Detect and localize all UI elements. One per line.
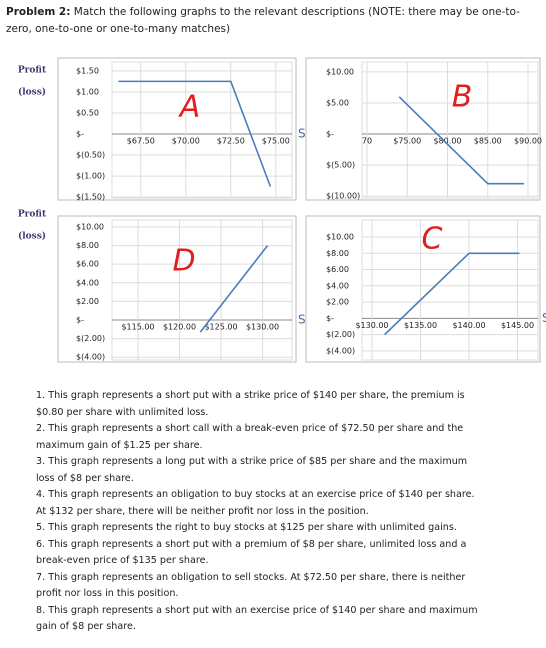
- y-tick-label: $(2.00): [76, 334, 105, 343]
- y-tick-label: $(4.00): [326, 346, 355, 355]
- x-axis-label: S: [298, 313, 306, 327]
- x-tick-label: $135.00: [404, 321, 437, 330]
- y-tick-label: $(1.50): [76, 193, 105, 202]
- y-tick-label: $1.50: [76, 66, 99, 75]
- y-tick-label: $6.00: [326, 265, 349, 274]
- x-tick-label: $115.00: [121, 323, 154, 332]
- y-axis-label: (loss): [18, 87, 46, 98]
- y-tick-label: $2.00: [326, 298, 349, 307]
- y-tick-label: $6.00: [76, 260, 99, 269]
- payoff-line: [398, 96, 524, 185]
- statement: 8. This graph represents a short put wit…: [36, 604, 478, 633]
- x-tick-label: $145.00: [501, 321, 534, 330]
- letter: D: [172, 244, 195, 279]
- statement: 1. This graph represents a short put wit…: [36, 390, 465, 418]
- payoff-line: [199, 245, 269, 333]
- y-tick-label: $8.00: [76, 241, 99, 250]
- y-tick-label: $5.00: [326, 98, 349, 107]
- plot-area: [361, 61, 539, 199]
- x-tick-label: $75.00: [393, 137, 421, 146]
- y-tick-label: $-: [326, 130, 334, 139]
- y-tick-label: $2.00: [76, 297, 99, 306]
- y-tick-label: $10.00: [326, 233, 354, 242]
- statement: 7. This graph represents an obligation t…: [36, 571, 466, 600]
- heading-label: Problem 2:: [6, 6, 71, 18]
- y-tick-label: $(2.00): [326, 330, 355, 339]
- payoff-line: [118, 80, 272, 187]
- y-tick-label: $-: [76, 130, 84, 139]
- statements: 1. This graph represents a short put wit…: [36, 388, 486, 636]
- y-tick-label: $(1.00): [76, 172, 105, 181]
- letter: B: [452, 80, 473, 115]
- x-tick-label: $130.00: [246, 323, 279, 332]
- plot-area: [361, 219, 539, 361]
- x-tick-label: $120.00: [163, 323, 196, 332]
- y-tick-label: $(0.50): [76, 151, 105, 160]
- statement: 5. This graph represents the right to bu…: [36, 522, 457, 533]
- x-tick-label: $72.50: [217, 137, 245, 146]
- heading-text: Match the following graphs to the releva…: [6, 6, 520, 35]
- x-tick-label: $75.00: [262, 137, 290, 146]
- y-tick-label: $4.00: [76, 278, 99, 287]
- x-axis-label: S: [298, 127, 306, 141]
- chart-frame: [57, 215, 297, 363]
- y-axis-label: Profit: [18, 210, 47, 220]
- y-axis-label: (loss): [18, 231, 46, 242]
- y-axis-label: Profit: [18, 66, 47, 76]
- y-tick-label: $(5.00): [326, 161, 355, 170]
- x-tick-label: $90.00: [514, 137, 542, 146]
- y-tick-label: $8.00: [326, 249, 349, 258]
- x-tick-label: 70: [362, 137, 372, 146]
- y-tick-label: $-: [76, 316, 84, 325]
- y-tick-label: $1.00: [76, 87, 99, 96]
- chart-frame: [305, 215, 541, 363]
- x-tick-label: $80.00: [434, 137, 462, 146]
- plot-area: [111, 61, 293, 199]
- payoff-line: [384, 252, 520, 336]
- y-tick-label: $0.50: [76, 108, 99, 117]
- statement: 4. This graph represents an obligation t…: [36, 489, 475, 517]
- letter: A: [178, 90, 201, 125]
- y-tick-label: $(10.00): [326, 192, 360, 201]
- y-tick-label: $(4.00): [76, 353, 105, 362]
- plot-area: [111, 219, 293, 361]
- charts: $1.50 $1.00 $0.50 $- $(0.50) $(1.00) $(1.50) $6…: [18, 57, 546, 363]
- x-axis-label: S: [542, 311, 546, 325]
- y-tick-label: $10.00: [326, 67, 354, 76]
- x-tick-label: $140.00: [452, 321, 485, 330]
- x-tick-label: $130.00: [355, 321, 388, 330]
- y-tick-label: $4.00: [326, 281, 349, 290]
- letter: C: [422, 222, 443, 257]
- x-tick-label: $67.50: [127, 137, 155, 146]
- heading: Problem 2: Match the following graphs to…: [6, 4, 536, 38]
- statement: 3. This graph represents a long put with…: [36, 456, 468, 484]
- x-tick-label: $70.00: [172, 137, 200, 146]
- chart-frame: [305, 57, 541, 201]
- statement: 2. This graph represents a short call wi…: [36, 423, 464, 451]
- y-tick-label: $10.00: [76, 222, 104, 231]
- x-tick-label: $125.00: [204, 323, 237, 332]
- y-tick-label: $-: [326, 314, 334, 323]
- statement: 6. This graph represents a short put wit…: [36, 538, 467, 567]
- x-tick-label: $85.00: [474, 137, 502, 146]
